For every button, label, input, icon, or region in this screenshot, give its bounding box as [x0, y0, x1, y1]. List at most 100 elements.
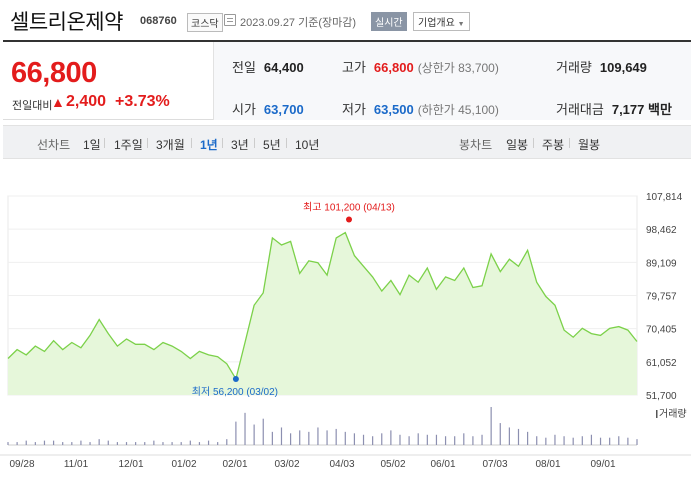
volume-bar: [454, 436, 456, 445]
x-tick-label: 11/01: [64, 459, 89, 470]
volume-bar: [326, 430, 328, 445]
divider: [569, 138, 570, 148]
chevron-down-icon: ▼: [457, 21, 465, 28]
price-chart-svg: 107,814 98,462 89,109 79,757 70,405 61,052 51,…: [0, 192, 691, 470]
stat-open: 시가 63,700: [232, 102, 304, 117]
volume-bar: [217, 442, 219, 445]
candle-daily[interactable]: 일봉: [506, 138, 529, 152]
period-1d[interactable]: 1일: [83, 138, 101, 152]
y-tick-label: 51,700: [646, 391, 677, 402]
period-1w[interactable]: 1주일: [114, 138, 143, 152]
volume-bar: [517, 428, 520, 445]
volume-bar: [362, 434, 365, 445]
volume-bar: [527, 431, 529, 445]
volume-bar: [545, 437, 547, 445]
realtime-button[interactable]: 실시간: [371, 12, 407, 31]
candle-weekly[interactable]: 주봉: [542, 138, 565, 152]
change-percent: +3.73%: [115, 93, 170, 110]
reference-date: 2023.09.27 기준(장마감): [240, 17, 357, 29]
volume-label: 거래량: [659, 408, 687, 420]
volume-bar: [481, 434, 483, 445]
period-3y[interactable]: 3년: [231, 138, 249, 152]
volume-bar: [581, 436, 583, 445]
current-price: 66,800: [11, 57, 97, 89]
volume-bar: [180, 442, 182, 445]
volume-bar: [189, 440, 191, 445]
volume-bar: [308, 431, 310, 445]
volume-bar: [71, 442, 73, 445]
max-annotation: 최고 101,200 (04/13): [303, 201, 395, 213]
volume-bar: [381, 433, 383, 445]
period-10y[interactable]: 10년: [295, 138, 320, 152]
volume-bar: [609, 437, 611, 445]
chart-period-bar: 선차트 1일 1주일 3개월 1년 3년 5년 10년 봉차트 일봉 주봉 월봉: [3, 125, 691, 159]
candle-monthly[interactable]: 월봉: [578, 138, 601, 152]
x-tick-label: 01/02: [171, 459, 196, 470]
period-1y[interactable]: 1년: [200, 138, 218, 152]
volume-bar: [198, 442, 201, 445]
x-tick-label: 05/02: [380, 459, 405, 470]
x-tick-label: 06/01: [430, 459, 455, 470]
y-tick-label: 79,757: [646, 292, 677, 303]
stock-name[interactable]: 셀트리온제약: [10, 11, 123, 34]
y-axis-ticks: 107,814 98,462 89,109 79,757 70,405 61,052 51,…: [646, 192, 683, 402]
volume-bar: [25, 440, 27, 445]
stat-high: 고가 66,800 (상한가 83,700): [342, 60, 499, 75]
volume-bar: [107, 440, 109, 445]
company-info-button[interactable]: 기업개요 ▼: [413, 12, 470, 31]
volume-bar: [618, 436, 620, 445]
period-3m[interactable]: 3개월: [156, 138, 185, 152]
price-chart[interactable]: 107,814 98,462 89,109 79,757 70,405 61,052 51,…: [0, 185, 691, 481]
candle-chart-label: 봉차트: [459, 138, 493, 152]
x-tick-label: 07/03: [482, 459, 507, 470]
divider: [254, 138, 255, 148]
volume-bar: [554, 434, 556, 445]
volume-bar: [590, 434, 593, 445]
y-tick-label: 70,405: [646, 325, 677, 336]
volume-bar: [153, 440, 155, 445]
volume-bar: [125, 442, 128, 445]
y-tick-label: 61,052: [646, 358, 677, 369]
x-tick-label: 02/01: [222, 459, 247, 470]
volume-bar: [89, 442, 91, 445]
volume-bar: [280, 427, 283, 445]
volume-bar: [253, 424, 255, 445]
price-stats: 전일 64,400 고가 66,800 (상한가 83,700) 거래량 109,649…: [213, 42, 691, 120]
change-label: 전일대비: [12, 100, 53, 112]
volume-bar: [472, 436, 474, 445]
volume-legend-icon: [656, 410, 658, 418]
volume-bar: [435, 434, 438, 445]
stat-volume: 거래량 109,649: [556, 60, 647, 75]
volume-bar: [226, 439, 228, 445]
stock-header: 셀트리온제약 068760 코스닥 2023.09.27 기준(장마감) 실시간…: [0, 0, 691, 40]
volume-bars: [7, 407, 638, 446]
volume-bar: [399, 434, 401, 445]
x-tick-label: 04/03: [329, 459, 354, 470]
calendar-icon: [224, 14, 236, 26]
x-tick-label: 03/02: [274, 459, 299, 470]
volume-bar: [499, 423, 501, 445]
volume-bar: [490, 407, 492, 445]
volume-bar: [426, 434, 428, 445]
volume-bar: [116, 442, 118, 445]
stock-code: 068760: [140, 15, 177, 27]
volume-bar: [417, 433, 419, 445]
stat-prev-close: 전일 64,400: [232, 60, 304, 75]
volume-bar: [262, 418, 264, 445]
volume-bar: [599, 437, 602, 445]
volume-bar: [16, 442, 18, 445]
volume-bar: [171, 442, 173, 445]
volume-bar: [636, 439, 638, 445]
volume-bar: [80, 440, 82, 445]
y-tick-label: 98,462: [646, 225, 677, 236]
volume-bar: [627, 437, 629, 445]
y-tick-label: 107,814: [646, 192, 683, 203]
divider: [104, 138, 105, 148]
divider: [191, 138, 192, 148]
volume-bar: [508, 427, 510, 445]
divider: [147, 138, 148, 148]
period-5y[interactable]: 5년: [263, 138, 281, 152]
min-point: [232, 376, 239, 383]
up-arrow-icon: ▲: [51, 94, 65, 110]
volume-bar: [244, 412, 246, 445]
